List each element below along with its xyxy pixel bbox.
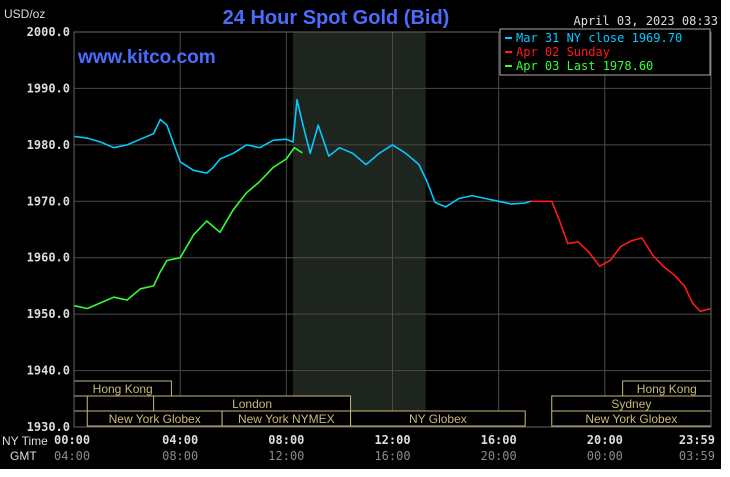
y-tick-label: 1930.0 [27, 420, 70, 434]
site-watermark: www.kitco.com [77, 47, 216, 68]
ny-time-axis-label: NY Time [2, 434, 48, 448]
legend-entry: Apr 02 Sunday [516, 45, 610, 59]
series-line [73, 146, 303, 310]
session-label: New York Globex [585, 412, 677, 426]
x-tick-label: 23:59 [679, 433, 715, 447]
legend-entry: Mar 31 NY close 1969.70 [516, 31, 682, 45]
series-line [73, 98, 531, 208]
session-box [73, 395, 88, 412]
highlight-band [292, 32, 426, 427]
gmt-tick-label: 12:00 [268, 449, 304, 463]
timestamp: April 03, 2023 08:33 [574, 14, 719, 28]
y-tick-label: 1950.0 [27, 307, 70, 321]
y-tick-label: 1990.0 [27, 81, 70, 95]
gmt-tick-label: 04:00 [54, 449, 90, 463]
x-tick-label: 00:00 [54, 433, 90, 447]
session-label: London [232, 397, 272, 411]
x-tick-label: 04:00 [162, 433, 198, 447]
gmt-tick-label: 03:59 [679, 449, 715, 463]
plot-frame [73, 31, 712, 428]
y-tick-label: 1940.0 [27, 364, 70, 378]
legend-box [499, 28, 711, 76]
session-label: Sydney [611, 397, 651, 411]
unit-label: USD/oz [4, 7, 45, 21]
session-label: Hong Kong [637, 382, 697, 396]
x-tick-label: 20:00 [587, 433, 623, 447]
chart-title: 24 Hour Spot Gold (Bid) [223, 7, 450, 29]
x-tick-label: 12:00 [374, 433, 410, 447]
gmt-tick-label: 20:00 [481, 449, 517, 463]
y-tick-label: 2000.0 [27, 25, 70, 39]
y-tick-label: 1960.0 [27, 251, 70, 265]
legend-entry: Apr 03 Last 1978.60 [516, 59, 653, 73]
gmt-tick-label: 16:00 [374, 449, 410, 463]
series-line [530, 200, 712, 313]
session-label: New York Globex [109, 412, 201, 426]
gmt-axis-label: GMT [10, 449, 37, 463]
session-box [350, 410, 526, 427]
y-tick-label: 1970.0 [27, 194, 70, 208]
x-tick-label: 08:00 [268, 433, 304, 447]
session-label: NY Globex [409, 412, 467, 426]
session-label: Hong Kong [93, 382, 153, 396]
session-label: New York NYMEX [238, 412, 335, 426]
gmt-tick-label: 08:00 [162, 449, 198, 463]
x-tick-label: 16:00 [481, 433, 517, 447]
y-tick-label: 1980.0 [27, 138, 70, 152]
gmt-tick-label: 00:00 [587, 449, 623, 463]
